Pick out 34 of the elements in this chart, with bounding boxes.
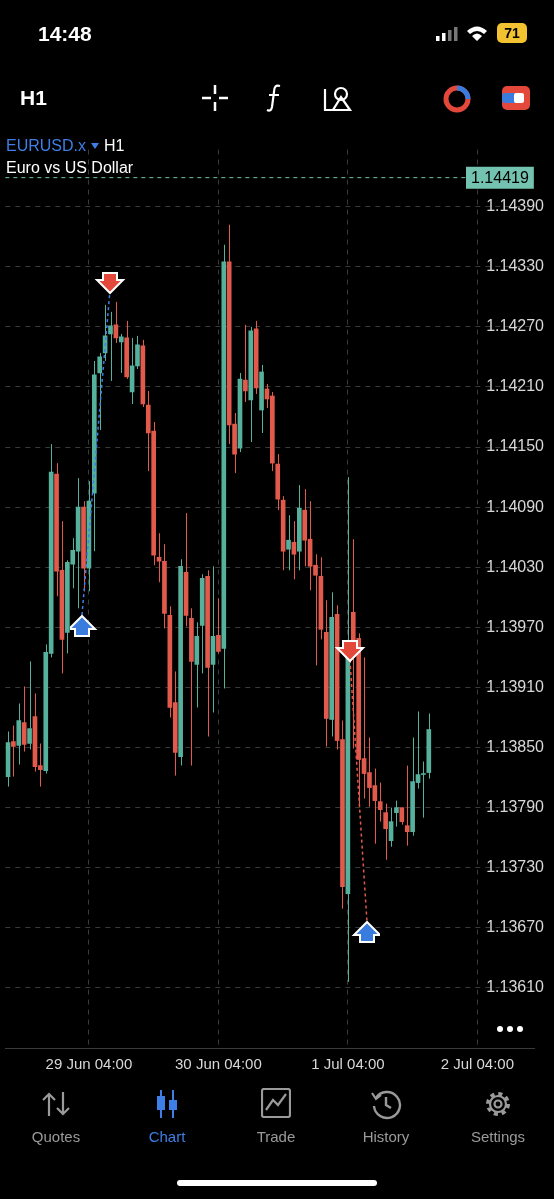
y-tick-label: 1.14210 (486, 377, 545, 395)
text: Euro vs US Dollar (6, 159, 134, 177)
candlestick (21, 685, 27, 753)
candlestick (27, 660, 32, 751)
y-tick-label: 1.14390 (486, 197, 545, 215)
text: 14:48 (38, 22, 92, 46)
annotation: H1 (104, 137, 125, 154)
y-tick-label: 1.14330 (486, 257, 545, 275)
y-tick-label: 1.13730 (486, 858, 545, 876)
text: Trade (255, 1128, 297, 1145)
y-tick-label: 1.13970 (486, 617, 545, 635)
y-tick-label: 1.14090 (486, 497, 545, 515)
text: Chart (147, 1128, 187, 1145)
y-tick-label: 1.14150 (486, 437, 545, 455)
x-tick-label: 1 Jul 04:00 (311, 1055, 385, 1073)
y-tick-label: 1.13910 (486, 677, 545, 695)
y-tick-label: 1.14030 (486, 557, 545, 575)
y-tick-label: 1.13610 (486, 978, 545, 996)
text: History (361, 1128, 411, 1145)
candlestick (11, 725, 16, 778)
text: Settings (469, 1128, 527, 1145)
chart-title: EURUSD.x (6, 137, 87, 154)
y-tick-label: 1.14270 (486, 317, 545, 335)
x-tick-label: 2 Jul 04:00 (440, 1055, 515, 1073)
y-tick-label: 1.13670 (486, 918, 545, 936)
candlestick (383, 803, 388, 861)
y-tick-label: 1.13790 (486, 798, 545, 816)
text: Quotes (30, 1128, 82, 1145)
text: H1 (20, 86, 47, 110)
ref-line-label: 1.14419 (471, 169, 529, 187)
candlestick (394, 800, 399, 828)
x-tick-label: 29 Jun 04:00 (45, 1055, 133, 1073)
y-tick-label: 1.13850 (486, 737, 545, 755)
x-tick-label: 30 Jun 04:00 (175, 1055, 262, 1073)
